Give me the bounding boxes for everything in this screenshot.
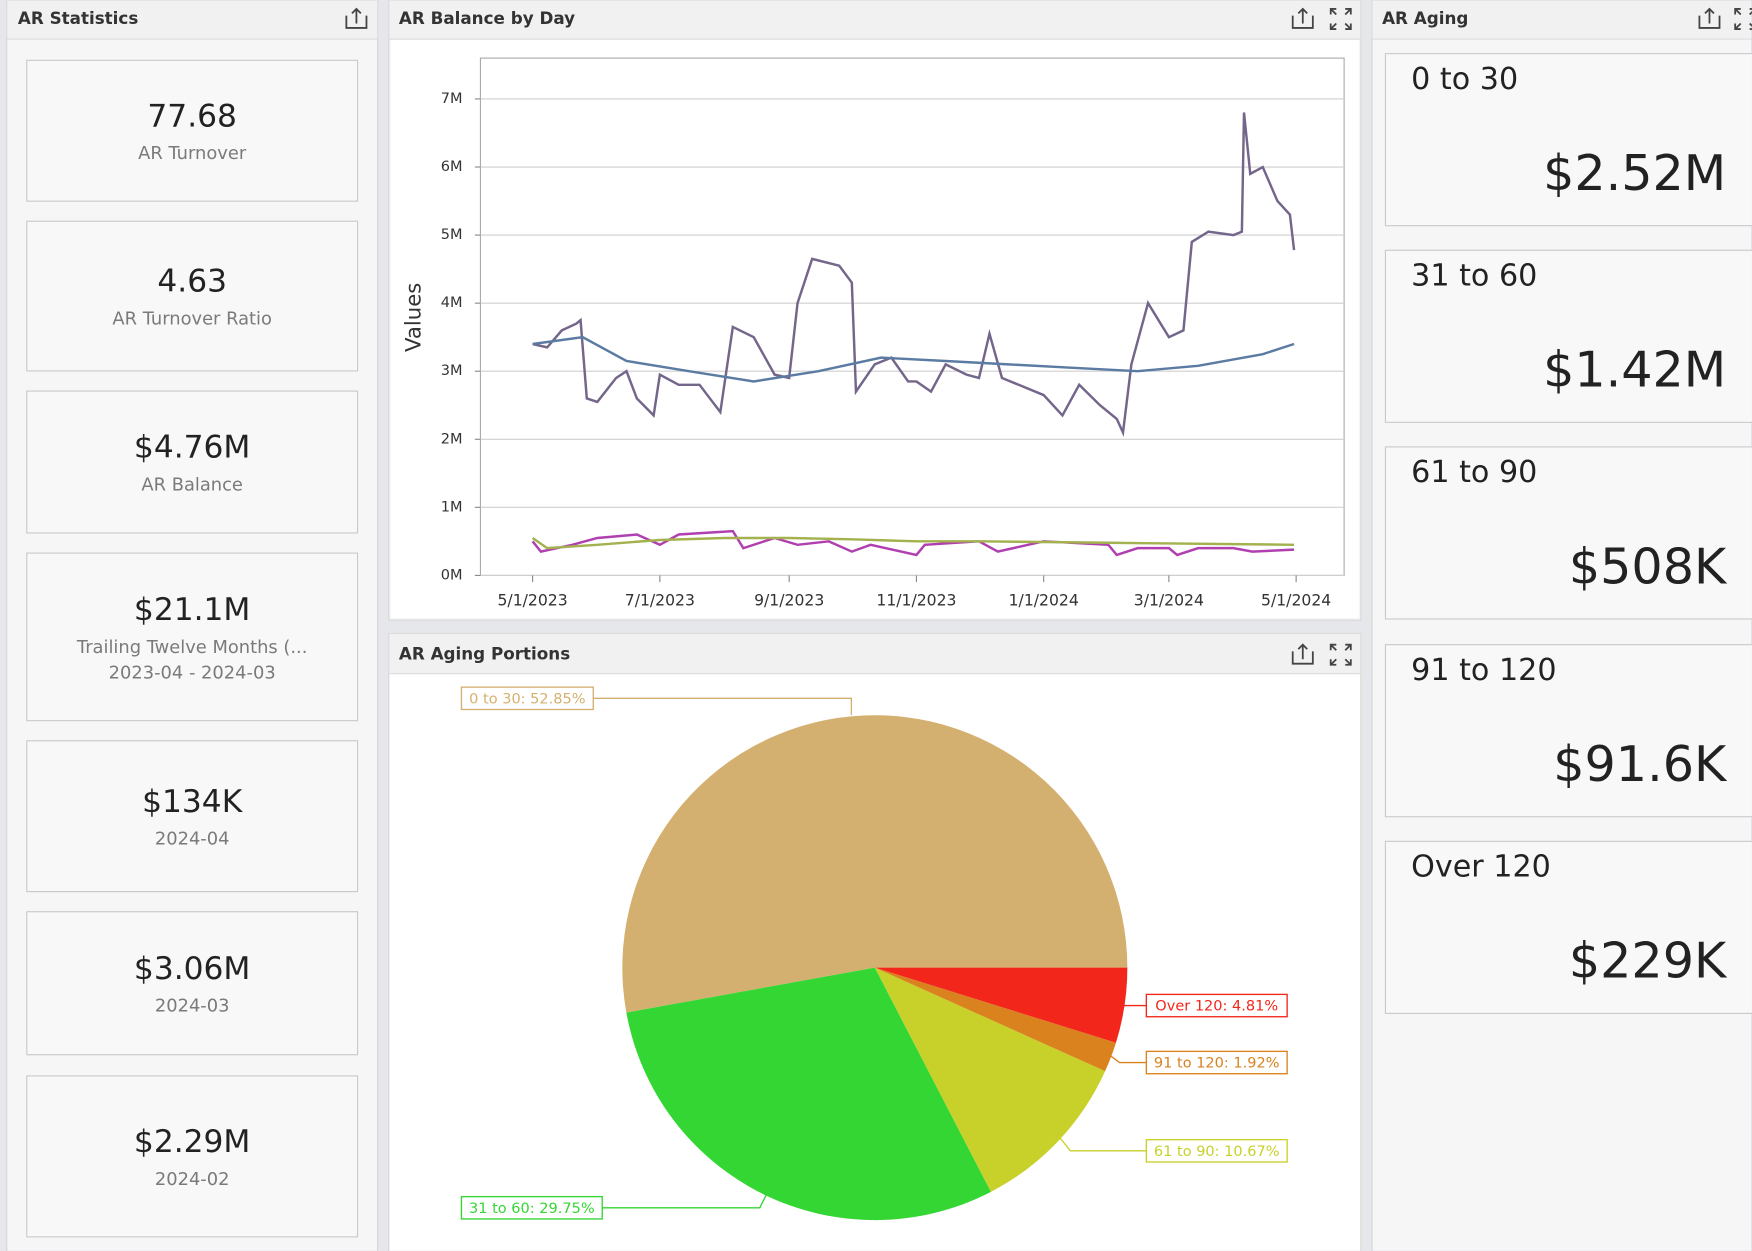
y-tick-label: 2M bbox=[441, 431, 463, 447]
panel-title: AR Statistics bbox=[18, 8, 138, 28]
leader-line bbox=[602, 1194, 768, 1209]
aging-value: $508K bbox=[1569, 537, 1728, 595]
y-tick-label: 6M bbox=[441, 159, 463, 175]
aging-value: $91.6K bbox=[1553, 735, 1728, 793]
leader-line bbox=[1110, 1055, 1147, 1064]
label-box bbox=[1145, 993, 1288, 1018]
panel-title: AR Aging Portions bbox=[399, 644, 570, 664]
chart-background bbox=[391, 40, 1359, 618]
aging-value: $229K bbox=[1569, 932, 1728, 990]
pie-label: Over 120: 4.81% bbox=[1155, 999, 1278, 1015]
leader-line bbox=[593, 697, 853, 716]
stat-card bbox=[26, 59, 359, 202]
x-tick-label: 3/1/2024 bbox=[1134, 591, 1204, 610]
x-tick-label: 11/1/2023 bbox=[876, 591, 956, 610]
stat-label: AR Turnover bbox=[138, 143, 247, 164]
x-tick-label: 1/1/2024 bbox=[1009, 591, 1079, 610]
panel-header bbox=[388, 0, 1362, 40]
stat-label: 2023-04 - 2024-03 bbox=[109, 663, 276, 684]
pie-slice bbox=[626, 967, 991, 1221]
aging-card bbox=[1384, 446, 1752, 620]
label-box bbox=[1145, 1050, 1288, 1075]
stat-value: $2.29M bbox=[134, 1124, 250, 1160]
x-tick-label: 5/1/2024 bbox=[1261, 591, 1331, 610]
stat-label: 2024-02 bbox=[155, 1169, 230, 1190]
pie-slice bbox=[874, 967, 1116, 1072]
leader-line bbox=[1056, 1133, 1147, 1152]
panel-header bbox=[388, 632, 1362, 675]
stat-label: 2024-03 bbox=[155, 996, 230, 1017]
stat-label: 2024-04 bbox=[155, 829, 230, 850]
pie-slice bbox=[874, 967, 1128, 1043]
aging-title: 91 to 120 bbox=[1411, 653, 1556, 688]
aging-value: $1.42M bbox=[1543, 341, 1726, 399]
line-series bbox=[532, 335, 1295, 383]
x-tick-label: 5/1/2023 bbox=[497, 591, 567, 610]
line-series bbox=[531, 536, 1295, 550]
y-tick-label: 7M bbox=[441, 91, 463, 107]
panel-title: AR Aging bbox=[1382, 8, 1468, 28]
panel-title: AR Balance by Day bbox=[399, 8, 575, 28]
x-tick-label: 9/1/2023 bbox=[754, 591, 824, 610]
pie-slice bbox=[874, 967, 1106, 1192]
stat-card bbox=[26, 740, 359, 893]
pie-label: 91 to 120: 1.92% bbox=[1154, 1056, 1280, 1072]
stat-value: 4.63 bbox=[157, 264, 227, 300]
label-box bbox=[460, 1195, 603, 1220]
stat-card bbox=[26, 1075, 359, 1238]
panel-header bbox=[1371, 0, 1752, 40]
stat-card bbox=[26, 220, 359, 372]
aging-title: 0 to 30 bbox=[1411, 62, 1518, 97]
stat-value: $21.1M bbox=[134, 592, 250, 628]
y-tick-label: 3M bbox=[441, 363, 463, 379]
y-tick-label: 0M bbox=[441, 567, 463, 583]
y-tick-label: 4M bbox=[441, 295, 463, 311]
pie-slice bbox=[622, 715, 1128, 1013]
stat-label: AR Turnover Ratio bbox=[112, 309, 272, 330]
stat-value: $134K bbox=[142, 784, 244, 820]
aging-title: Over 120 bbox=[1411, 850, 1551, 885]
aging-value: $2.52M bbox=[1543, 144, 1726, 202]
panel-header bbox=[6, 0, 379, 40]
stat-label: AR Balance bbox=[141, 474, 243, 495]
aging-title: 31 to 60 bbox=[1411, 259, 1537, 294]
aging-card bbox=[1384, 644, 1752, 818]
y-axis-label: Values bbox=[402, 283, 427, 352]
y-tick-label: 5M bbox=[441, 227, 463, 243]
stat-label: Trailing Twelve Months (... bbox=[76, 637, 308, 658]
pie-label: 0 to 30: 52.85% bbox=[469, 691, 585, 707]
stat-card bbox=[26, 552, 359, 722]
stat-value: $4.76M bbox=[134, 430, 250, 466]
label-box bbox=[460, 686, 594, 711]
aging-card bbox=[1384, 840, 1752, 1014]
y-tick-label: 1M bbox=[441, 499, 463, 515]
pie-label: 31 to 60: 29.75% bbox=[469, 1201, 595, 1217]
stat-card bbox=[26, 390, 359, 534]
line-series bbox=[532, 112, 1296, 437]
aging-card bbox=[1384, 53, 1752, 227]
aging-card bbox=[1384, 249, 1752, 423]
label-box bbox=[1145, 1138, 1288, 1163]
aging-title: 61 to 90 bbox=[1411, 455, 1537, 490]
stat-value: $3.06M bbox=[134, 951, 250, 987]
pie-label: 61 to 90: 10.67% bbox=[1154, 1144, 1280, 1160]
stat-card bbox=[26, 911, 359, 1056]
stat-value: 77.68 bbox=[147, 98, 237, 134]
x-tick-label: 7/1/2023 bbox=[625, 591, 695, 610]
